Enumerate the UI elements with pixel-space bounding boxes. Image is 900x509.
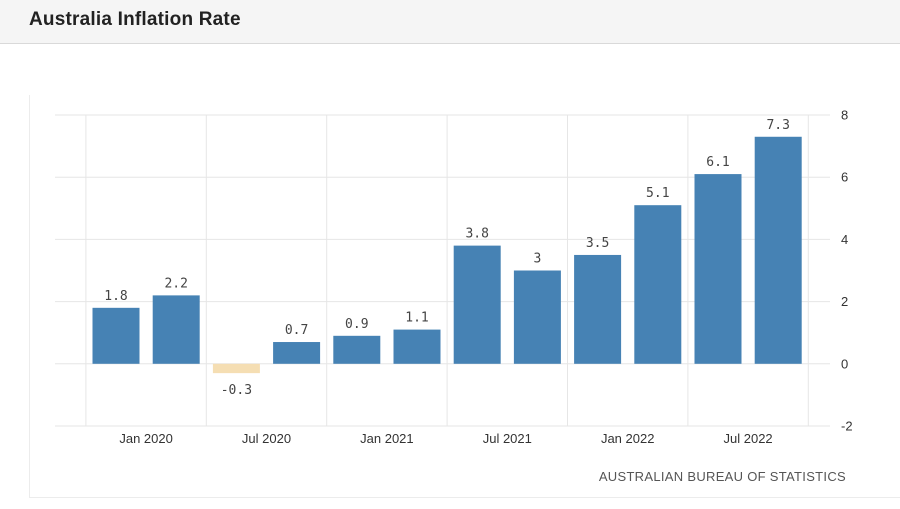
data-label: 2.2: [164, 276, 187, 291]
page-title: Australia Inflation Rate: [29, 9, 241, 30]
data-label: 3.8: [465, 227, 488, 242]
y-tick-label: 0: [841, 356, 848, 371]
bar-q4-2020[interactable]: [333, 335, 381, 364]
bar-q1-2021[interactable]: [393, 329, 441, 364]
y-tick-label: 2: [841, 294, 848, 309]
data-label: 7.3: [766, 118, 789, 133]
data-label: 1.1: [405, 311, 428, 326]
y-tick-label: -2: [841, 419, 853, 434]
bar-q4-2019[interactable]: [92, 307, 140, 364]
data-label-layer: 1.8 2.2 -0.3 0.7 0.9 1.1 3.8 3 3.5 5.1 6.1 7.3: [104, 118, 790, 398]
x-tick-label: Jul 2022: [724, 431, 773, 446]
data-label: 0.9: [345, 317, 368, 332]
y-tick-label: 4: [841, 232, 848, 247]
data-label: 0.7: [285, 323, 308, 338]
x-tick-label: Jul 2021: [483, 431, 532, 446]
data-label: 3.5: [586, 236, 609, 251]
data-label: 5.1: [646, 186, 669, 201]
bar-q2-2022[interactable]: [694, 174, 742, 364]
grid-layer: [55, 114, 830, 427]
title-bar: Australia Inflation Rate: [0, 0, 900, 44]
axis-layer: 8 6 4 2 0 -2 Jan 2020 Jul 2020 Jan 2021 Jul 2021 J…: [119, 108, 852, 447]
inflation-bar-chart: 1.8 2.2 -0.3 0.7 0.9 1.1 3.8 3 3.5 5.1 6.1 7.3 8 6 4 2…: [55, 108, 853, 484]
x-tick-label: Jan 2020: [119, 431, 173, 446]
bar-q3-2020[interactable]: [273, 342, 321, 364]
data-label: 3: [533, 252, 541, 267]
bar-q2-2021[interactable]: [453, 245, 501, 364]
bar-q3-2022[interactable]: [754, 136, 802, 364]
bar-layer: [92, 136, 802, 374]
x-tick-label: Jan 2022: [601, 431, 655, 446]
data-label: 6.1: [706, 155, 729, 170]
bar-q4-2021[interactable]: [574, 254, 622, 364]
y-tick-label: 8: [841, 108, 848, 123]
x-tick-label: Jan 2021: [360, 431, 414, 446]
bar-q1-2020[interactable]: [152, 295, 200, 364]
y-tick-label: 6: [841, 170, 848, 185]
bar-q3-2021[interactable]: [513, 270, 561, 364]
data-label: -0.3: [221, 383, 252, 398]
data-label: 1.8: [104, 289, 127, 304]
bar-q2-2020[interactable]: [212, 363, 260, 374]
bar-q1-2022[interactable]: [634, 205, 682, 364]
chart-source: AUSTRALIAN BUREAU OF STATISTICS: [599, 469, 846, 484]
chart-panel: 1.8 2.2 -0.3 0.7 0.9 1.1 3.8 3 3.5 5.1 6.1 7.3 8 6 4 2…: [29, 95, 900, 498]
x-tick-label: Jul 2020: [242, 431, 291, 446]
